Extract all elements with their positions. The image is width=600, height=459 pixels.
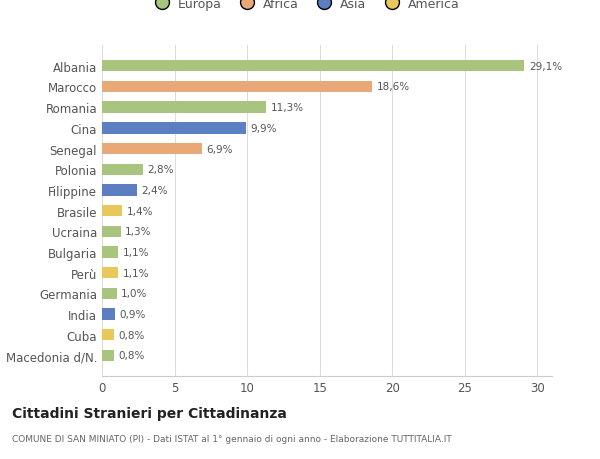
Bar xyxy=(102,102,266,113)
Bar xyxy=(102,226,121,237)
Text: COMUNE DI SAN MINIATO (PI) - Dati ISTAT al 1° gennaio di ogni anno - Elaborazion: COMUNE DI SAN MINIATO (PI) - Dati ISTAT … xyxy=(12,434,452,443)
Text: 1,1%: 1,1% xyxy=(122,247,149,257)
Text: 6,9%: 6,9% xyxy=(206,144,233,154)
Bar xyxy=(102,268,118,279)
Text: 1,1%: 1,1% xyxy=(122,268,149,278)
Bar xyxy=(102,185,137,196)
Text: 18,6%: 18,6% xyxy=(376,82,409,92)
Bar xyxy=(102,164,143,175)
Bar xyxy=(102,309,115,320)
Text: 29,1%: 29,1% xyxy=(529,62,562,72)
Bar xyxy=(102,350,113,361)
Text: 0,9%: 0,9% xyxy=(119,309,146,319)
Text: 2,4%: 2,4% xyxy=(141,185,167,196)
Text: 0,8%: 0,8% xyxy=(118,330,145,340)
Bar xyxy=(102,330,113,341)
Bar xyxy=(102,123,246,134)
Text: 9,9%: 9,9% xyxy=(250,123,277,134)
Bar xyxy=(102,82,372,93)
Bar xyxy=(102,247,118,258)
Text: 1,4%: 1,4% xyxy=(127,206,153,216)
Text: 1,3%: 1,3% xyxy=(125,227,152,237)
Bar xyxy=(102,144,202,155)
Legend: Europa, Africa, Asia, America: Europa, Africa, Asia, America xyxy=(145,0,464,16)
Bar xyxy=(102,288,116,299)
Text: 1,0%: 1,0% xyxy=(121,289,147,299)
Bar xyxy=(102,206,122,217)
Text: 2,8%: 2,8% xyxy=(147,165,173,175)
Text: 0,8%: 0,8% xyxy=(118,351,145,361)
Bar xyxy=(102,61,524,72)
Text: Cittadini Stranieri per Cittadinanza: Cittadini Stranieri per Cittadinanza xyxy=(12,406,287,420)
Text: 11,3%: 11,3% xyxy=(271,103,304,113)
